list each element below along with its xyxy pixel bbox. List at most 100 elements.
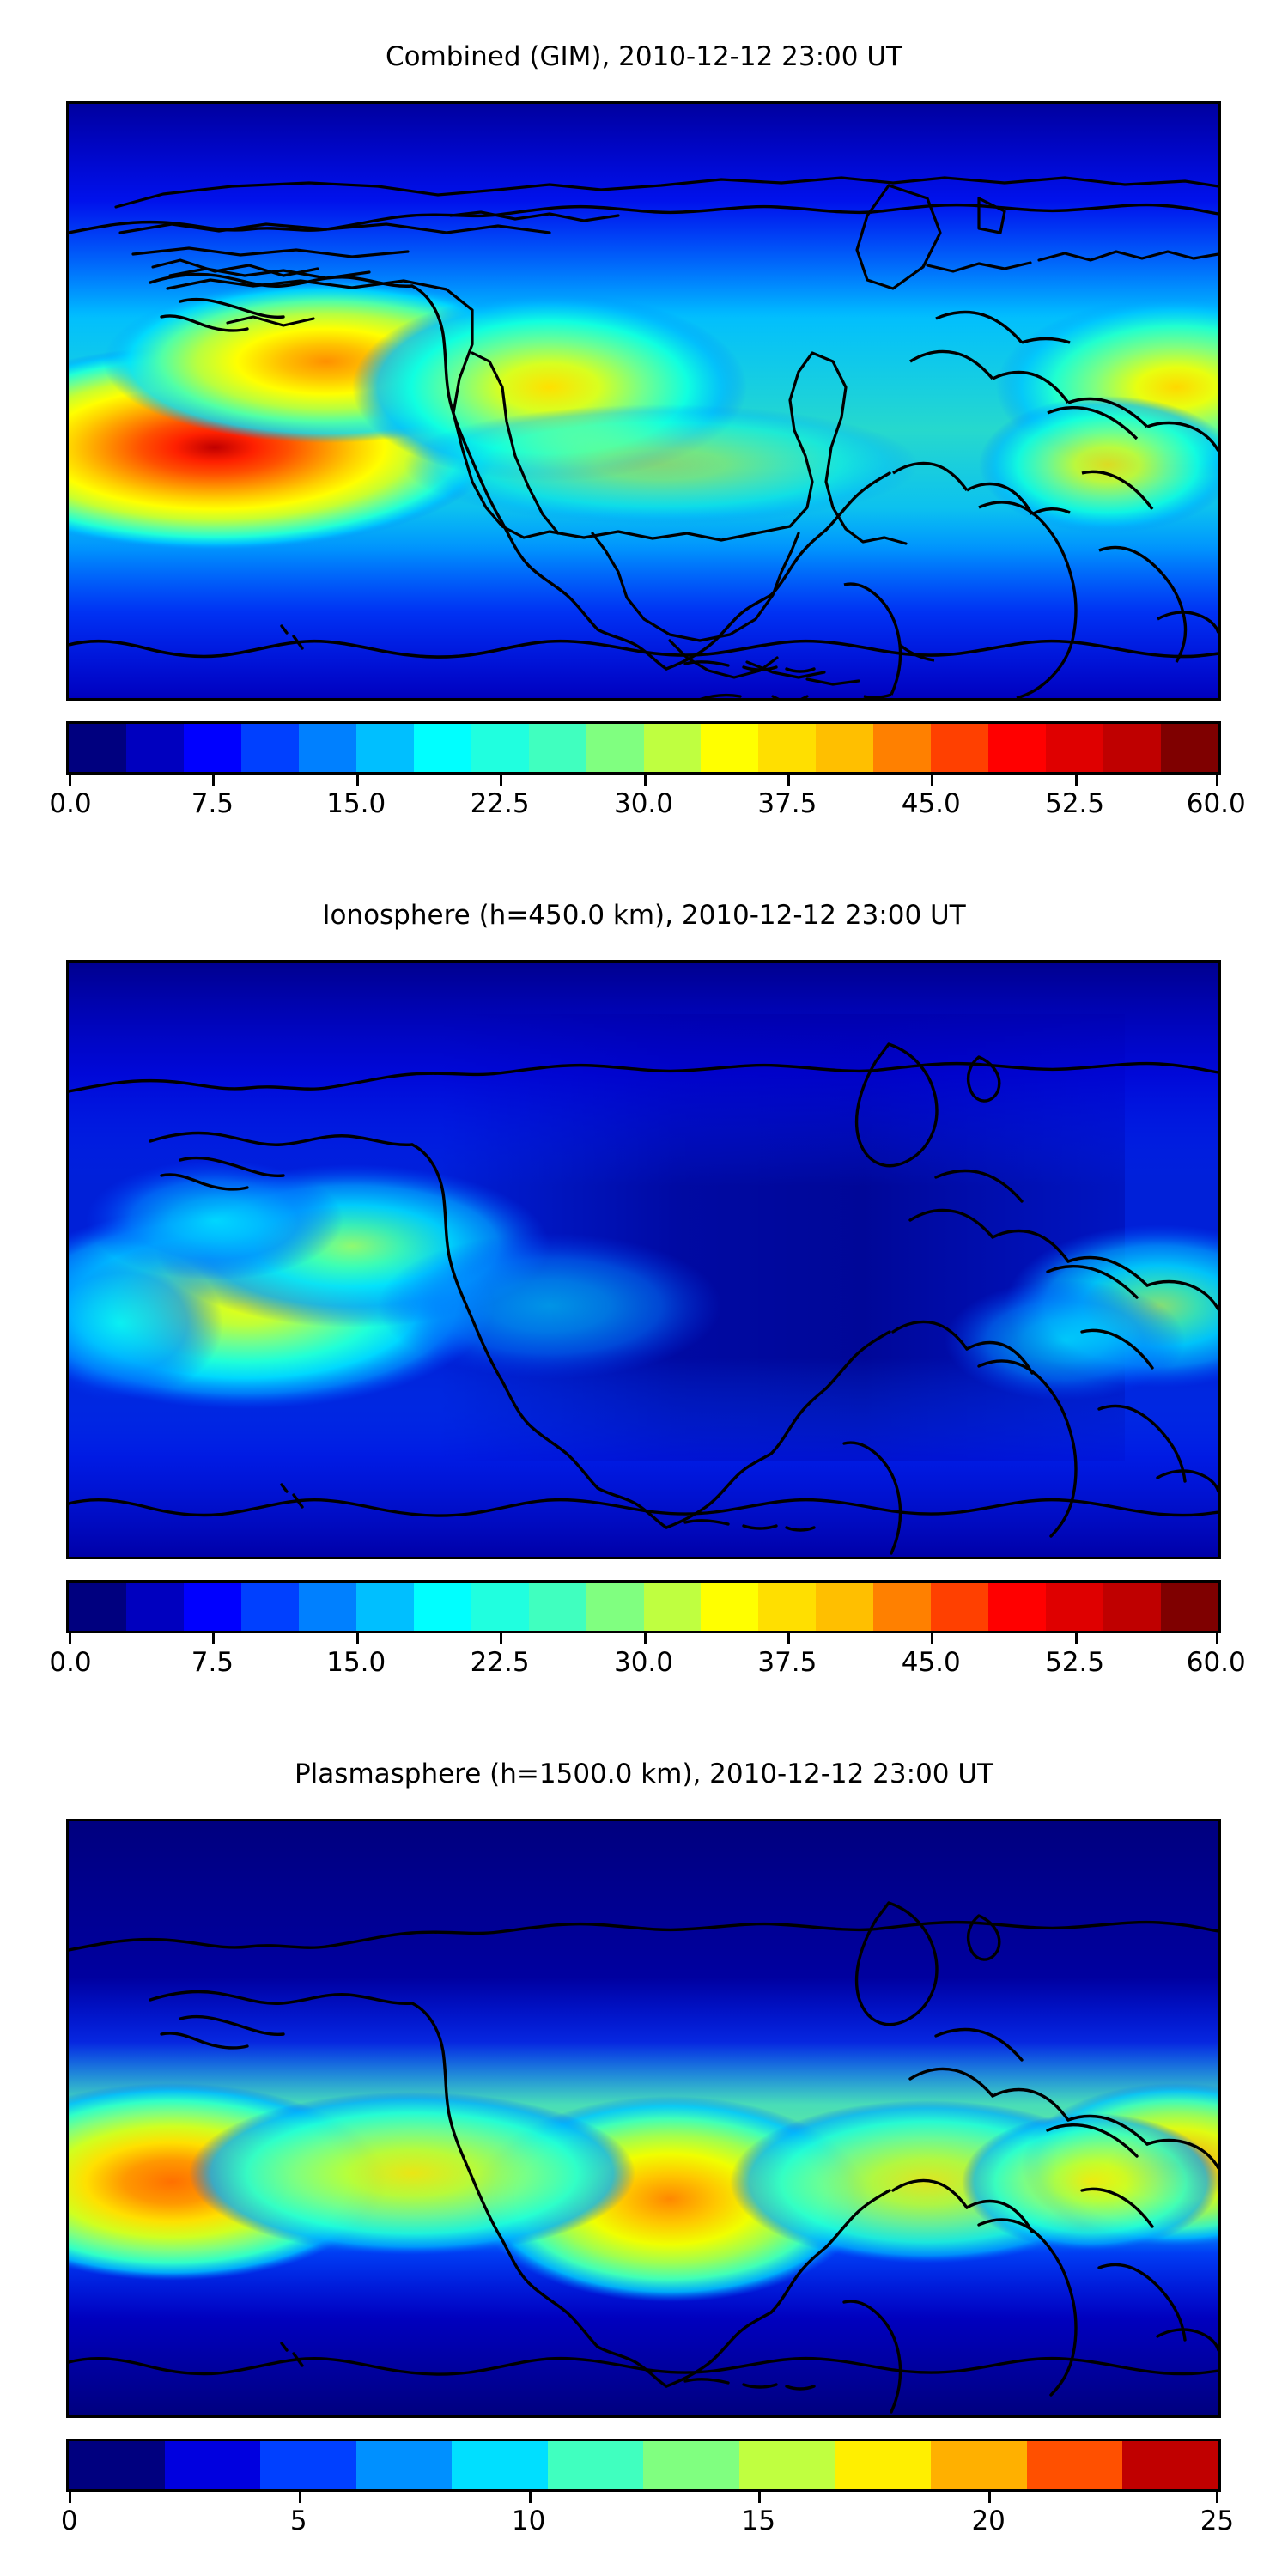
colorbar-segment-13 xyxy=(816,1583,874,1631)
colorbar-strip-combined-gim xyxy=(66,721,1221,775)
colorbar-tick-2 xyxy=(528,2492,532,2503)
colorbar-tick-5 xyxy=(787,775,790,786)
colorbar-plasmasphere: 0 5 10 15 20 25 xyxy=(61,2439,1234,2542)
colorbar-segment-12 xyxy=(758,1583,817,1631)
colorbar-segment-14 xyxy=(873,1583,932,1631)
panel-title-ionosphere: Ionosphere (h=450.0 km), 2010-12-12 23:0… xyxy=(322,900,966,931)
colorbar-label-3: 15 xyxy=(741,2506,776,2537)
map-combined-gim xyxy=(66,101,1221,701)
colorbar-segment-1 xyxy=(125,1583,184,1631)
colorbar-tick-1 xyxy=(298,2492,301,2503)
colorbar-segment-16 xyxy=(988,1583,1047,1631)
colorbar-segment-8 xyxy=(528,724,586,772)
colorbar-label-4: 30.0 xyxy=(613,788,674,819)
colorbar-segment-3 xyxy=(240,1583,299,1631)
colorbar-ionosphere: 0.0 7.5 15.0 22.5 30.0 37.5 45.0 52.5 60.0 xyxy=(49,1580,1246,1683)
colorbar-segment-19 xyxy=(1161,1583,1219,1631)
coastlines-eurasia-africa xyxy=(892,310,1218,516)
colorbar-tick-8 xyxy=(1216,775,1218,786)
colorbar-label-5: 37.5 xyxy=(757,788,817,819)
colorbar-segment-18 xyxy=(1103,1583,1162,1631)
colorbar-segment-9 xyxy=(586,1583,644,1631)
colorbar-label-0: 0.0 xyxy=(49,788,92,819)
colorbar-segment-14 xyxy=(873,724,932,772)
colorbar-segment-2 xyxy=(183,724,241,772)
colorbar-label-3: 22.5 xyxy=(470,788,530,819)
panel-ionosphere: Ionosphere (h=450.0 km), 2010-12-12 23:0… xyxy=(0,859,1288,1717)
colorbar-label-4: 20 xyxy=(971,2506,1005,2537)
colorbar-tick-0 xyxy=(69,1633,71,1644)
colorbar-segment-4 xyxy=(298,724,356,772)
colorbar-label-5: 37.5 xyxy=(757,1647,817,1678)
panel-title-plasmasphere: Plasmasphere (h=1500.0 km), 2010-12-12 2… xyxy=(294,1759,993,1789)
colorbar-tick-7 xyxy=(1074,1633,1078,1644)
colorbar-segment-15 xyxy=(931,724,989,772)
colorbar-segment-11 xyxy=(1122,2441,1218,2489)
colorbar-segment-15 xyxy=(931,1583,989,1631)
colorbar-label-6: 45.0 xyxy=(901,788,961,819)
panel-combined-gim: Combined (GIM), 2010-12-12 23:00 UT xyxy=(0,0,1288,859)
colorbar-label-8: 60.0 xyxy=(1186,788,1246,819)
colorbar-segment-1 xyxy=(125,724,184,772)
colorbar-tick-1 xyxy=(212,775,216,786)
colorbar-tick-8 xyxy=(1216,1633,1218,1644)
colorbar-segment-8 xyxy=(835,2441,932,2489)
colorbar-label-7: 52.5 xyxy=(1045,788,1105,819)
colorbar-tick-3 xyxy=(758,2492,762,2503)
colorbar-tick-3 xyxy=(500,1633,503,1644)
colorbar-segment-9 xyxy=(931,2441,1027,2489)
colorbar-segment-10 xyxy=(643,1583,702,1631)
colorbar-ticks-plasmasphere xyxy=(66,2492,1221,2504)
colorbar-tick-5 xyxy=(787,1633,790,1644)
colorbar-ticks-combined-gim xyxy=(66,775,1221,787)
colorbar-segment-10 xyxy=(643,724,702,772)
colorbar-segment-9 xyxy=(586,724,644,772)
colorbar-label-1: 7.5 xyxy=(191,788,234,819)
colorbar-segment-4 xyxy=(452,2441,548,2489)
colorbar-segment-17 xyxy=(1046,1583,1104,1631)
colorbar-label-4: 30.0 xyxy=(613,1647,674,1678)
colorbar-segment-11 xyxy=(701,724,759,772)
colorbar-ticks-ionosphere xyxy=(66,1633,1221,1645)
colorbar-strip-plasmasphere xyxy=(66,2439,1221,2492)
colorbar-segment-2 xyxy=(183,1583,241,1631)
colorbar-segment-5 xyxy=(355,1583,414,1631)
colorbar-tick-0 xyxy=(69,2492,71,2503)
colorbar-tick-4 xyxy=(643,1633,647,1644)
map-canvas-ionosphere xyxy=(69,963,1218,1557)
colorbar-label-3: 22.5 xyxy=(470,1647,530,1678)
map-ionosphere xyxy=(66,960,1221,1559)
colorbar-label-2: 15.0 xyxy=(326,788,386,819)
colorbar-tick-4 xyxy=(988,2492,992,2503)
coastline-antarctica xyxy=(69,639,1218,659)
colorbar-label-5: 25 xyxy=(1200,2506,1235,2537)
colorbar-tick-5 xyxy=(1216,2492,1218,2503)
colorbar-segment-7 xyxy=(471,1583,529,1631)
colorbar-segment-7 xyxy=(471,724,529,772)
colorbar-combined-gim: 0.0 7.5 15.0 22.5 30.0 37.5 45.0 52.5 60.0 xyxy=(49,721,1246,824)
panel-plasmasphere: Plasmasphere (h=1500.0 km), 2010-12-12 2… xyxy=(0,1717,1288,2576)
colorbar-segment-17 xyxy=(1046,724,1104,772)
colorbar-segment-13 xyxy=(816,724,874,772)
colorbar-tick-4 xyxy=(643,775,647,786)
colorbar-labels-plasmasphere: 0 5 10 15 20 25 xyxy=(61,2504,1234,2542)
colorbar-segment-6 xyxy=(413,1583,471,1631)
colorbar-segment-0 xyxy=(69,2441,165,2489)
colorbar-label-1: 7.5 xyxy=(191,1647,234,1678)
colorbar-segment-10 xyxy=(1026,2441,1123,2489)
colorbar-tick-1 xyxy=(212,1633,216,1644)
colorbar-segment-1 xyxy=(164,2441,261,2489)
colorbar-segment-3 xyxy=(240,724,299,772)
coastlines xyxy=(69,1901,1218,2414)
colorbar-labels-combined-gim: 0.0 7.5 15.0 22.5 30.0 37.5 45.0 52.5 60.0 xyxy=(49,787,1245,824)
colorbar-label-2: 15.0 xyxy=(326,1647,386,1678)
colorbar-tick-2 xyxy=(355,1633,359,1644)
colorbar-segment-0 xyxy=(69,1583,126,1631)
colorbar-strip-ionosphere xyxy=(66,1580,1221,1633)
map-plasmasphere xyxy=(66,1819,1221,2418)
colorbar-tick-7 xyxy=(1074,775,1078,786)
colorbar-label-2: 10 xyxy=(511,2506,546,2537)
colorbar-label-7: 52.5 xyxy=(1045,1647,1105,1678)
colorbar-tick-6 xyxy=(931,775,934,786)
